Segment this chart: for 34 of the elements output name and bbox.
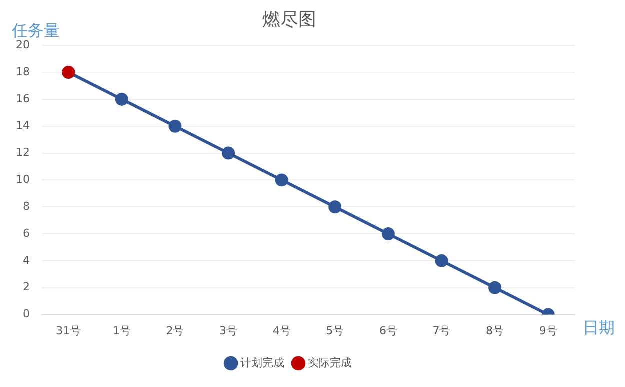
x-tick-label: 2号 [166, 324, 184, 338]
legend-label: 实际完成 [308, 356, 352, 370]
point [168, 120, 182, 133]
point [328, 200, 342, 214]
chart-title: 燃尽图 [262, 9, 316, 30]
point [115, 92, 128, 106]
point [435, 254, 448, 268]
x-tick-label: 4号 [272, 324, 291, 338]
y-tick-label: 14 [16, 119, 30, 132]
y-tick-label: 4 [22, 254, 30, 267]
y-tick-label: 12 [16, 146, 30, 160]
y-tick-label: 6 [22, 226, 30, 240]
y-tick-label: 0 [22, 308, 30, 321]
x-tick-label: 3号 [220, 324, 238, 338]
x-tick-label: 5号 [326, 324, 344, 338]
x-tick-label: 1号 [112, 324, 131, 338]
y-tick-label: 16 [16, 92, 30, 106]
x-tick-label: 31号 [56, 324, 82, 338]
y-tick-label: 10 [16, 173, 30, 186]
legend-label: 计划完成 [240, 356, 284, 370]
x-axis-title: 日期 [583, 318, 615, 337]
y-tick-label: 18 [16, 65, 30, 78]
x-tick-label: 7号 [432, 324, 451, 338]
x-tick-label: 9号 [539, 324, 558, 338]
y-tick-label: 20 [16, 38, 30, 52]
x-tick-label: 8号 [486, 324, 504, 338]
point [488, 281, 502, 294]
y-tick-label: 8 [22, 200, 30, 213]
point [222, 146, 236, 160]
point [382, 228, 395, 241]
point [275, 174, 288, 187]
y-tick-label: 2 [22, 280, 30, 294]
x-tick-label: 6号 [379, 324, 398, 338]
y-axis-title: 任务量 [11, 21, 60, 40]
